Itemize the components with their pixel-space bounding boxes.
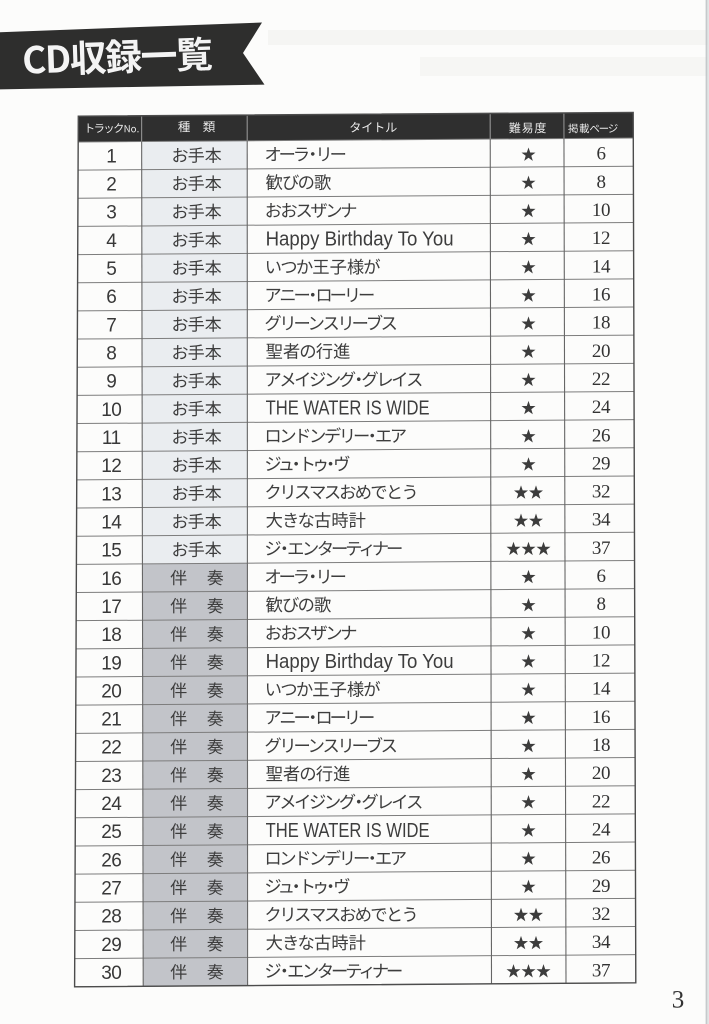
svg-text:14: 14 [592,256,611,277]
svg-text:3: 3 [672,987,685,1014]
svg-text:6: 6 [596,566,605,587]
svg-text:22: 22 [592,369,610,390]
svg-text:19: 19 [101,653,121,674]
svg-text:20: 20 [592,763,610,784]
svg-text:18: 18 [101,625,121,646]
svg-text:1: 1 [106,146,116,167]
svg-text:24: 24 [101,794,122,815]
svg-text:10: 10 [592,622,610,643]
svg-text:6: 6 [106,287,116,308]
svg-text:3: 3 [106,203,116,224]
svg-text:26: 26 [101,850,121,871]
svg-text:22: 22 [592,791,610,812]
svg-text:20: 20 [592,341,610,362]
svg-text:30: 30 [101,963,121,984]
svg-text:22: 22 [101,738,121,759]
svg-text:32: 32 [592,482,610,503]
svg-text:10: 10 [101,400,121,421]
svg-text:20: 20 [101,681,121,702]
svg-text:23: 23 [101,766,121,787]
svg-text:8: 8 [596,172,605,193]
svg-text:THE WATER IS WIDE: THE WATER IS WIDE [266,819,430,842]
svg-text:15: 15 [101,541,121,562]
svg-text:Happy Birthday To You: Happy Birthday To You [266,228,454,251]
svg-text:17: 17 [101,597,121,618]
svg-text:8: 8 [596,594,605,615]
svg-text:Happy Birthday To You: Happy Birthday To You [266,650,454,673]
svg-text:29: 29 [592,876,610,897]
svg-text:7: 7 [106,315,116,336]
svg-text:25: 25 [101,822,121,843]
svg-text:27: 27 [101,879,121,900]
svg-text:12: 12 [592,651,610,672]
svg-text:34: 34 [592,932,611,953]
svg-text:5: 5 [106,259,116,280]
svg-text:18: 18 [592,735,610,756]
svg-text:29: 29 [101,935,121,956]
svg-text:24: 24 [592,820,611,841]
svg-text:16: 16 [592,285,610,306]
svg-text:18: 18 [592,313,610,334]
svg-text:2: 2 [106,175,116,196]
svg-text:16: 16 [101,569,121,590]
svg-text:37: 37 [592,538,610,559]
svg-text:14: 14 [101,513,122,534]
svg-text:28: 28 [101,907,121,928]
svg-text:14: 14 [592,679,611,700]
svg-text:8: 8 [106,344,116,365]
svg-text:16: 16 [592,707,610,728]
svg-text:10: 10 [592,200,610,221]
svg-text:9: 9 [106,372,116,393]
svg-text:37: 37 [592,960,610,981]
svg-text:29: 29 [592,453,610,474]
svg-text:26: 26 [592,848,610,869]
svg-text:6: 6 [596,144,605,165]
svg-text:34: 34 [592,510,611,531]
svg-text:12: 12 [101,456,121,477]
svg-text:24: 24 [592,397,611,418]
svg-text:THE WATER IS WIDE: THE WATER IS WIDE [266,397,430,420]
svg-text:11: 11 [102,428,121,449]
svg-text:13: 13 [101,484,121,505]
svg-text:12: 12 [592,228,610,249]
svg-text:21: 21 [101,710,121,731]
svg-text:26: 26 [592,425,610,446]
svg-text:32: 32 [592,904,610,925]
svg-text:4: 4 [106,231,117,252]
